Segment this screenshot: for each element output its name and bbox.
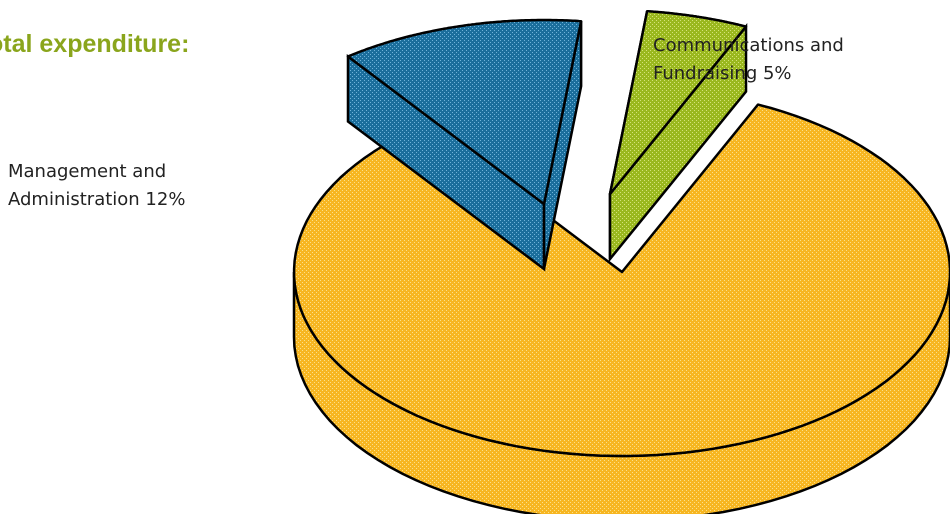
slice-management [346,18,583,272]
chart-title: otal expenditure: [0,30,190,58]
slice-label-line: Fundraising 5% [653,63,792,84]
slice-label-line: Management and [8,161,167,182]
slice-label-management: Management and Administration 12% [8,158,185,214]
slice-communications-top [608,9,748,196]
slice-management-top [346,18,583,206]
slice-label-communications: Communications and Fundraising 5% [653,32,844,88]
slice-label-line: Communications and [653,35,844,56]
slice-label-line: Administration 12% [8,189,186,210]
slice-communications [608,9,748,263]
